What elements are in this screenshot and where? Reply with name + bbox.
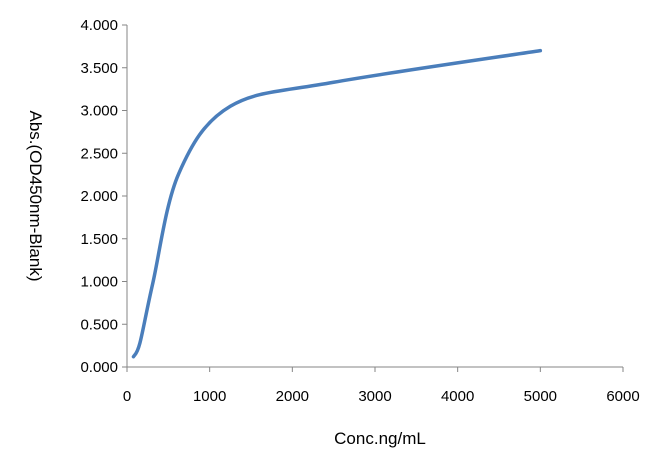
y-tick-label: 3.500 [80, 60, 118, 77]
y-tick-label: 2.000 [80, 188, 118, 205]
y-tick-label: 0.000 [80, 359, 118, 376]
y-tick-label: 1.500 [80, 231, 118, 248]
y-tick-label: 2.500 [80, 145, 118, 162]
x-tick-label: 1000 [193, 388, 226, 405]
x-tick-label: 0 [123, 388, 131, 405]
y-axis-ticks: 0.000 0.500 1.000 1.500 2.000 2.500 3.000 3.500… [80, 17, 127, 376]
y-axis-title: Abs.(OD450nm-Blank) [26, 110, 45, 281]
series-layer [131, 48, 543, 359]
x-tick-label: 2000 [276, 388, 309, 405]
x-tick-label: 4000 [441, 388, 474, 405]
series-line-0 [131, 48, 543, 359]
y-tick-label: 0.500 [80, 316, 118, 333]
x-tick-label: 5000 [524, 388, 557, 405]
x-tick-label: 3000 [358, 388, 391, 405]
x-axis-ticks: 0 1000 2000 3000 4000 5000 6000 [123, 367, 640, 405]
x-tick-label: 6000 [606, 388, 639, 405]
y-tick-label: 1.000 [80, 274, 118, 291]
plot-area: 0.000 0.500 1.000 1.500 2.000 2.500 3.000 3.500… [80, 17, 639, 405]
y-tick-label: 3.000 [80, 103, 118, 120]
x-axis-title: Conc.ng/mL [334, 429, 426, 448]
y-tick-label: 4.000 [80, 17, 118, 34]
